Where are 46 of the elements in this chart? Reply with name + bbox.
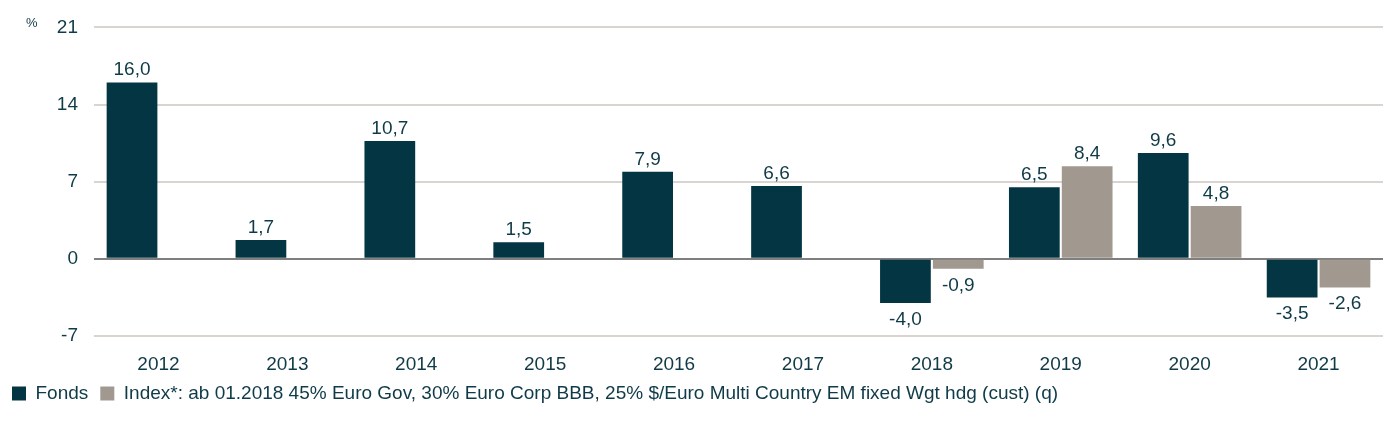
x-tick-label: 2015 bbox=[524, 352, 567, 374]
x-tick-label: 2016 bbox=[652, 352, 696, 374]
data-label: 1,7 bbox=[247, 215, 275, 237]
data-label: 4,8 bbox=[1202, 181, 1230, 203]
x-tick-label: 2018 bbox=[910, 352, 953, 374]
data-label: 9,6 bbox=[1150, 128, 1177, 150]
x-tick-label: 2014 bbox=[395, 352, 438, 374]
x-tick-label: 2013 bbox=[266, 352, 309, 374]
y-tick-label: 21 bbox=[56, 15, 78, 37]
legend-label: Fonds bbox=[35, 381, 89, 403]
x-tick-label: 2020 bbox=[1168, 352, 1211, 374]
y-tick-label: -7 bbox=[61, 324, 78, 346]
data-label: 6,6 bbox=[763, 161, 790, 183]
bar bbox=[1266, 259, 1318, 298]
bar bbox=[493, 242, 545, 258]
data-label: 1,5 bbox=[505, 218, 532, 240]
bar bbox=[235, 240, 287, 258]
bar bbox=[1190, 205, 1242, 258]
y-tick-label: 7 bbox=[67, 169, 78, 191]
bar bbox=[1061, 166, 1113, 258]
data-label: -4,0 bbox=[889, 307, 922, 329]
bar bbox=[932, 259, 984, 269]
legend-label: Index*: ab 01.2018 45% Euro Gov, 30% Euro Corp BBB, 25% $/Euro Multi Country EM fixed Wgt hdg (cust) (q) bbox=[123, 381, 1059, 403]
y-axis-title: % bbox=[26, 14, 38, 30]
x-tick-label: 2017 bbox=[781, 352, 825, 374]
data-label: 7,9 bbox=[634, 147, 661, 169]
data-label: 10,7 bbox=[371, 116, 409, 138]
bar bbox=[364, 140, 416, 258]
x-tick-label: 2021 bbox=[1297, 352, 1340, 374]
data-label: -0,9 bbox=[941, 273, 975, 295]
y-tick-label: 0 bbox=[67, 247, 78, 269]
bar bbox=[622, 171, 673, 258]
data-label: 8,4 bbox=[1073, 142, 1101, 163]
bar bbox=[751, 186, 802, 258]
bar bbox=[1008, 187, 1060, 258]
data-label: 16,0 bbox=[113, 58, 151, 80]
bar bbox=[880, 259, 931, 303]
bar bbox=[1319, 259, 1371, 288]
x-tick-label: 2019 bbox=[1039, 352, 1082, 374]
bar bbox=[1137, 153, 1189, 258]
y-tick-label: 14 bbox=[56, 92, 79, 114]
data-label: 6,5 bbox=[1021, 162, 1048, 184]
x-tick-label: 2012 bbox=[137, 352, 180, 374]
data-label: -3,5 bbox=[1275, 302, 1309, 324]
bar bbox=[106, 82, 158, 258]
data-label: -2,6 bbox=[1328, 292, 1362, 314]
